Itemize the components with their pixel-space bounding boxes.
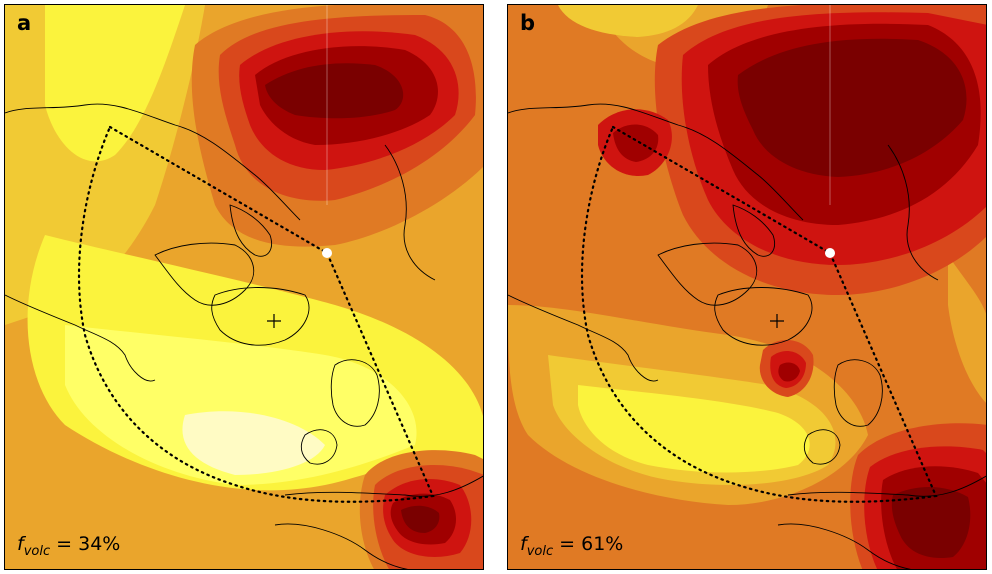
- fvolc-value: 61%: [581, 533, 624, 556]
- fvolc-equals: =: [553, 533, 582, 556]
- fvolc-symbol: f: [520, 533, 527, 556]
- pole-marker: [825, 248, 835, 258]
- map-a-canvas: [5, 5, 483, 569]
- fvolc-subscript: volc: [526, 544, 554, 559]
- fvolc-equals: =: [50, 533, 79, 556]
- panel-label: a: [17, 11, 32, 35]
- panel-label: b: [520, 11, 536, 35]
- fvolc-value: 34%: [78, 533, 121, 556]
- map-b-canvas: [508, 5, 986, 569]
- fvolc-subscript: volc: [23, 544, 51, 559]
- map-panel-a: a fvolc = 34%: [4, 4, 484, 570]
- fvolc-symbol: f: [17, 533, 24, 556]
- map-panel-b: b fvolc = 61%: [507, 4, 987, 570]
- fvolc-annotation: fvolc = 61%: [520, 533, 623, 559]
- pole-marker: [322, 248, 332, 258]
- fvolc-annotation: fvolc = 34%: [17, 533, 120, 559]
